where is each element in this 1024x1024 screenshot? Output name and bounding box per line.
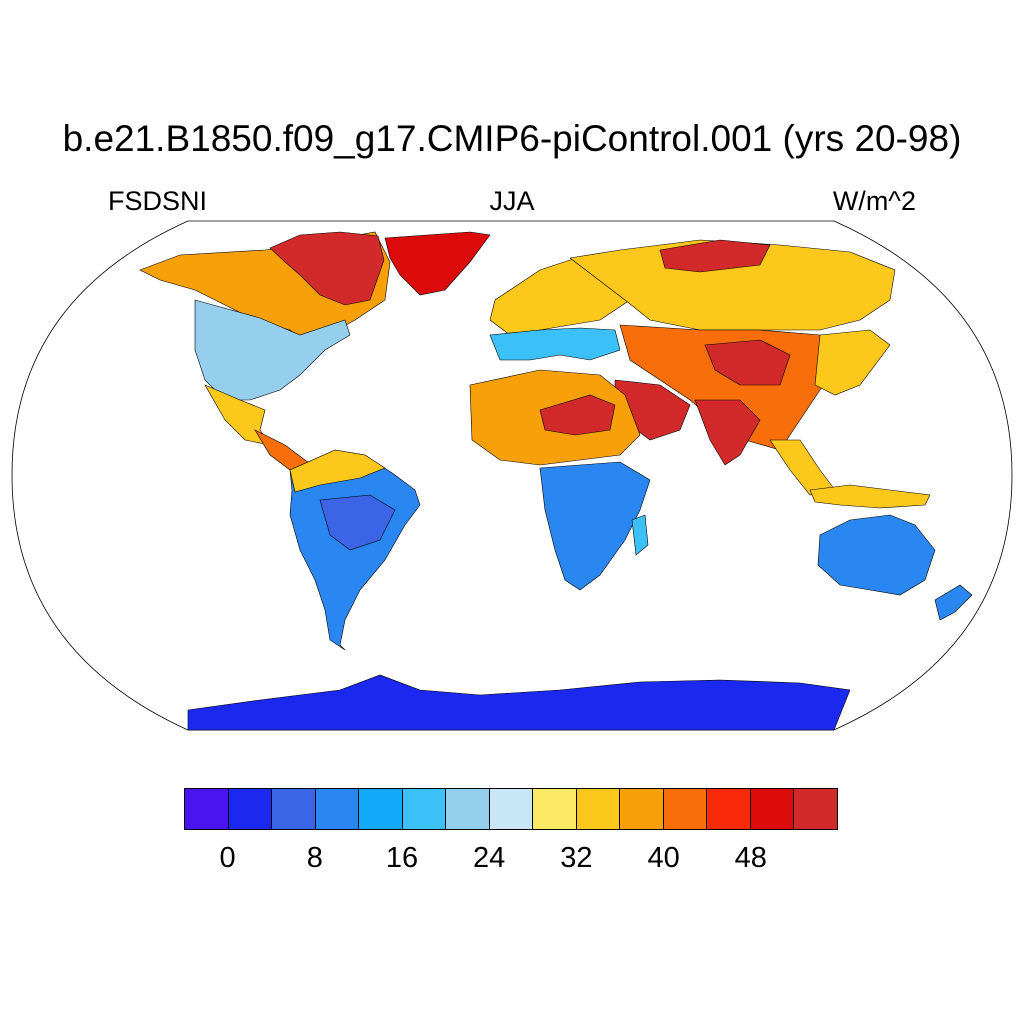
variable-label: FSDSNI: [108, 186, 208, 216]
colorbar-cell: [794, 789, 837, 829]
colorbar-ticks: 0 8 16 24 32 40 48: [184, 842, 838, 878]
land-madagascar: [631, 514, 649, 556]
land-south-america-interior: [319, 494, 396, 551]
colorbar-cell: [489, 789, 534, 829]
colorbar-cell: [359, 789, 403, 829]
season-label: JJA: [489, 186, 535, 216]
land-masses: [139, 231, 973, 731]
land-south-america-north: [289, 449, 386, 493]
land-europe-south: [489, 327, 621, 361]
land-canada-arctic: [269, 231, 385, 306]
land-africa-south: [539, 461, 651, 591]
colorbar-tick-label: 8: [306, 842, 323, 874]
colorbar-cell: [185, 789, 229, 829]
colorbar-cell: [707, 789, 751, 829]
land-new-zealand: [934, 584, 973, 621]
colorbar-tick-label: 24: [473, 842, 506, 874]
colorbar-tick-label: 40: [647, 842, 680, 874]
land-greenland: [384, 231, 491, 296]
colorbar-tick-label: 32: [560, 842, 593, 874]
colorbar-cell: [533, 789, 577, 829]
colorbar-cell: [576, 789, 621, 829]
land-antarctica: [187, 674, 851, 731]
colorbar-tick-label: 48: [734, 842, 767, 874]
land-asia-siberia-red: [659, 239, 771, 273]
colorbar-cell: [663, 789, 708, 829]
units-label: W/m^2: [832, 186, 916, 216]
colorbar-tick-label: 16: [385, 842, 419, 874]
land-indonesia: [809, 484, 931, 509]
colorbar-cell: [446, 789, 490, 829]
colorbar: [184, 788, 838, 830]
land-east-asia: [814, 329, 891, 396]
colorbar-cell: [272, 789, 316, 829]
land-tibet: [704, 339, 791, 386]
plot-title: b.e21.B1850.f09_g17.CMIP6-piControl.001 …: [62, 118, 962, 159]
colorbar-cell: [315, 789, 360, 829]
colorbar-tick-label: 0: [219, 842, 236, 874]
land-africa-sahara-red: [539, 394, 616, 436]
land-north-america-central: [194, 299, 351, 401]
colorbar-cell: [402, 789, 447, 829]
land-india: [694, 399, 761, 466]
colorbar-cell: [228, 789, 273, 829]
colorbar-cell: [620, 789, 664, 829]
land-australia: [817, 514, 936, 596]
colorbar-cell: [750, 789, 795, 829]
